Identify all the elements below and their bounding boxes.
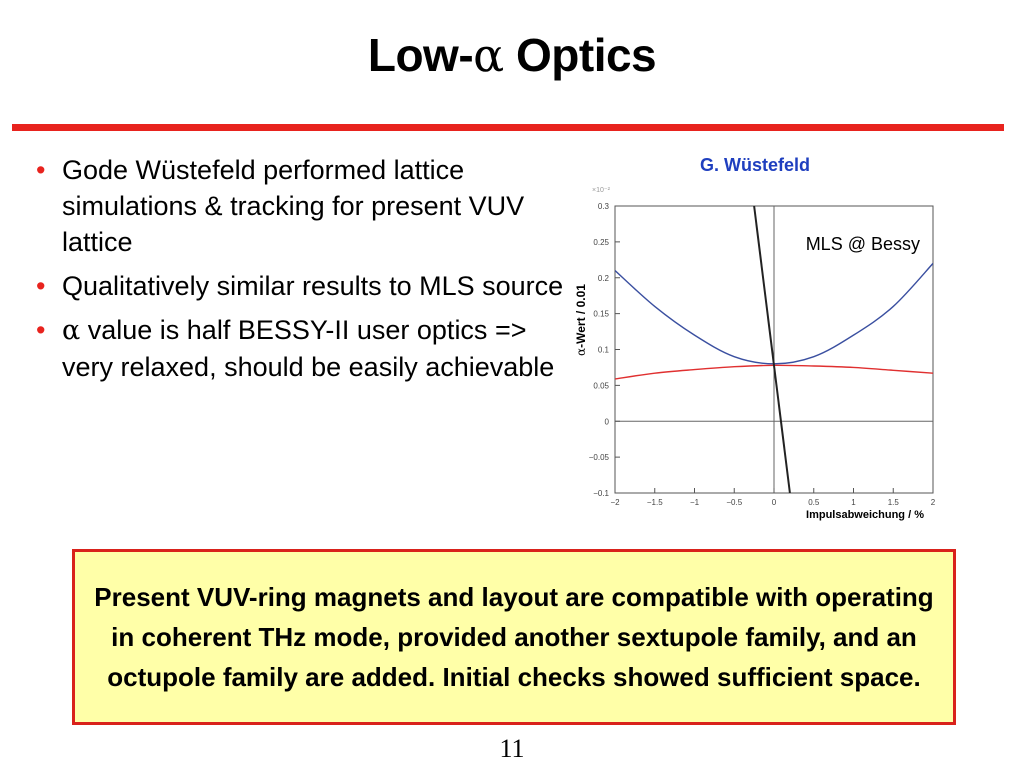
axis-scale-note: ×10⁻² — [592, 187, 611, 194]
x-tick-label: −1 — [690, 498, 700, 507]
bullet-dot-icon: • — [36, 271, 46, 301]
title-prefix: Low- — [367, 29, 474, 81]
bullet-item: • Qualitatively similar results to MLS s… — [36, 268, 566, 304]
x-tick-label: 0 — [772, 498, 777, 507]
x-tick-label: 0.5 — [808, 498, 820, 507]
x-tick-label: 1.5 — [888, 498, 900, 507]
x-tick-label: 2 — [931, 498, 936, 507]
bullet-item: • Gode Wüstefeld performed lattice simul… — [36, 152, 566, 260]
bullet-dot-icon: • — [36, 155, 46, 185]
x-axis-label: Impulsabweichung / % — [806, 509, 924, 521]
bullet-alpha-symbol: α — [62, 315, 81, 346]
y-axis-label: α-Wert / 0.01 — [574, 284, 588, 356]
y-tick-label: 0.15 — [593, 310, 609, 319]
summary-box: Present VUV-ring magnets and layout are … — [72, 549, 956, 725]
bullet-text: Gode Wüstefeld performed lattice simulat… — [62, 155, 525, 257]
bullet-text: Qualitatively similar results to MLS sou… — [62, 271, 564, 301]
alpha-chart: −2 −1.5 −1 −0.5 0 0.5 1 1.5 2 0.3 0.25 0.2 0.15 0.1 0.… — [574, 187, 936, 521]
x-tick-label: 1 — [851, 498, 856, 507]
y-tick-label: 0.05 — [593, 381, 609, 390]
x-tick-label: −1.5 — [647, 498, 663, 507]
series-black-line — [753, 206, 791, 493]
y-tick-label: 0.2 — [598, 274, 610, 283]
chart-credit: G. Wüstefeld — [700, 155, 811, 175]
y-tick-label: 0 — [605, 417, 610, 426]
bullet-list: • Gode Wüstefeld performed lattice simul… — [36, 152, 566, 393]
y-tick-label: −0.05 — [589, 453, 610, 462]
bullet-text: value is half BESSY-II user optics => ve… — [62, 315, 555, 382]
title-divider — [12, 124, 1004, 131]
title-suffix: Optics — [503, 29, 657, 81]
chart-annotation: MLS @ Bessy — [806, 234, 920, 254]
y-tick-label: 0.25 — [593, 238, 609, 247]
title-alpha-symbol: α — [473, 28, 504, 82]
y-tick-label: −0.1 — [593, 489, 609, 498]
slide-title: Low-α Optics — [0, 28, 1024, 82]
y-tick-label: 0.1 — [598, 346, 610, 355]
x-tick-label: −2 — [610, 498, 620, 507]
x-tick-label: −0.5 — [726, 498, 742, 507]
summary-text: Present VUV-ring magnets and layout are … — [94, 582, 934, 692]
bullet-item: • α value is half BESSY-II user optics =… — [36, 312, 566, 385]
page-number: 11 — [499, 734, 525, 763]
y-tick-label: 0.3 — [598, 202, 610, 211]
bullet-dot-icon: • — [36, 315, 46, 345]
